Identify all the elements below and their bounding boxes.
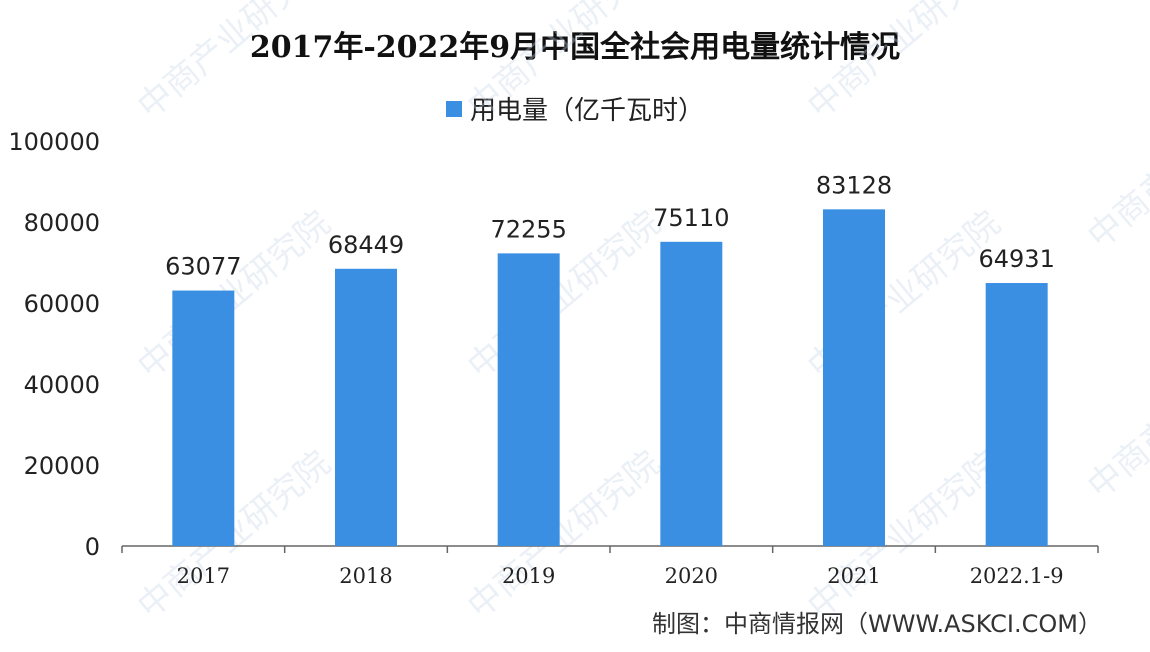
bar-2017: [172, 290, 235, 546]
data-label: 63077: [165, 253, 241, 281]
watermark-text: 中商产业研究院: [460, 443, 668, 627]
data-label: 64931: [978, 245, 1054, 273]
data-label: 83128: [816, 171, 892, 199]
watermark-text: 中商产业研究院: [800, 0, 1008, 127]
x-tick-label: 2019: [502, 564, 555, 588]
x-tick-label: 2022.1-9: [970, 564, 1064, 588]
y-tick-label: 0: [85, 533, 100, 561]
bar-2019: [497, 253, 560, 546]
watermark-text: 中商产业研究院: [130, 0, 338, 127]
legend-label: 用电量（亿千瓦时）: [469, 96, 704, 126]
x-tick-label: 2021: [827, 564, 880, 588]
bar-2018: [335, 268, 397, 546]
x-tick-label: 2018: [339, 564, 392, 588]
legend: 用电量（亿千瓦时）: [0, 90, 1150, 127]
data-label: 68449: [328, 231, 404, 259]
y-tick-label: 60000: [24, 290, 100, 318]
data-label: 72255: [490, 215, 566, 243]
legend-swatch: [445, 100, 462, 117]
y-tick-label: 100000: [8, 128, 100, 156]
y-tick-label: 80000: [24, 209, 100, 237]
watermark-text: 中商产业研究院: [460, 0, 668, 127]
x-tick-label: 2020: [665, 564, 718, 588]
bar-2020: [660, 241, 723, 546]
bar-2022.1-9: [985, 283, 1048, 546]
data-label: 75110: [653, 204, 729, 232]
chart-title: 2017年-2022年9月中国全社会用电量统计情况: [249, 30, 901, 65]
y-tick-label: 20000: [24, 452, 100, 480]
source-credit: 制图：中商情报网（WWW.ASKCI.COM）: [652, 610, 1102, 638]
watermark-text: 中商产业研究院: [1080, 323, 1150, 507]
y-tick-label: 40000: [24, 371, 100, 399]
x-tick-label: 2017: [177, 564, 230, 588]
bar-2021: [823, 209, 885, 546]
watermark-text: 中商产业研究院: [1080, 73, 1150, 257]
